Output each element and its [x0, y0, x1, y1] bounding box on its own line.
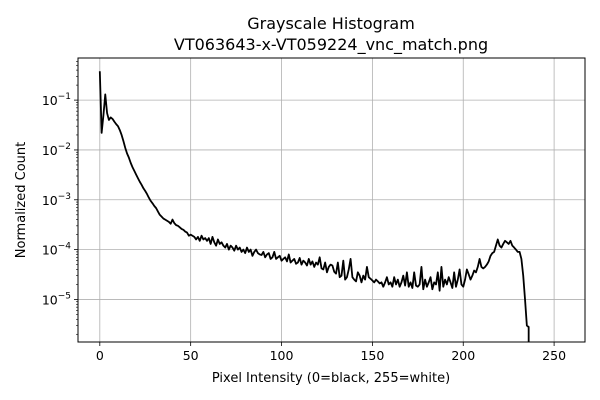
x-tick-label: 200 [451, 348, 475, 363]
y-tick-label: 10−5 [42, 291, 71, 307]
histogram-line [98, 71, 530, 342]
series-layer [98, 71, 530, 342]
y-tick-label: 10−2 [42, 142, 71, 158]
y-tick-label: 10−4 [42, 242, 71, 258]
x-tick-label: 0 [96, 348, 104, 363]
x-tick-label: 50 [183, 348, 199, 363]
y-tick-label: 10−1 [42, 92, 71, 108]
y-axis-label: Normalized Count [14, 142, 29, 258]
chart-title: Grayscale Histogram [247, 14, 415, 33]
y-tick-label: 10−3 [42, 192, 71, 208]
x-tick-label: 100 [270, 348, 294, 363]
x-tick-label: 250 [542, 348, 566, 363]
axis-ticks: 0 50 100 150 200 250 10−1 10−2 10−3 10−4 10−5 [42, 61, 566, 363]
x-axis-label: Pixel Intensity (0=black, 255=white) [212, 371, 450, 386]
x-tick-label: 150 [360, 348, 384, 363]
grid-lines [78, 58, 585, 342]
chart-subtitle: VT063643-x-VT059224_vnc_match.png [174, 35, 488, 55]
